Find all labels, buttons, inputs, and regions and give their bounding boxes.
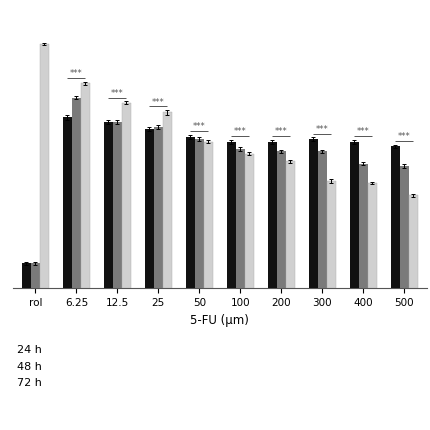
Bar <box>122 103 131 288</box>
Text: 48 h: 48 h <box>17 361 42 371</box>
Text: ***: *** <box>111 89 123 98</box>
Bar <box>226 142 235 288</box>
Bar <box>113 123 122 288</box>
Text: ***: *** <box>193 122 205 131</box>
Bar <box>31 264 40 288</box>
Bar <box>203 142 212 288</box>
Bar <box>276 152 285 288</box>
Bar <box>81 84 90 288</box>
Text: ***: *** <box>315 125 328 134</box>
Bar <box>358 164 367 288</box>
Bar <box>317 152 326 288</box>
Bar <box>399 166 408 288</box>
Bar <box>63 118 72 288</box>
Bar <box>104 123 113 288</box>
Bar <box>326 181 335 288</box>
Text: ***: *** <box>356 127 369 136</box>
Bar <box>185 138 194 288</box>
Bar <box>267 142 276 288</box>
Bar <box>40 45 49 288</box>
Bar <box>408 196 417 288</box>
Bar <box>349 142 358 288</box>
Bar <box>22 264 31 288</box>
Bar <box>163 113 172 288</box>
Bar <box>285 162 294 288</box>
Bar <box>367 184 376 288</box>
Text: ***: *** <box>70 69 83 78</box>
Bar <box>235 150 244 288</box>
Bar <box>308 140 317 288</box>
Text: ***: *** <box>152 97 164 106</box>
Text: ***: *** <box>233 127 246 136</box>
Text: 72 h: 72 h <box>17 378 42 387</box>
Text: ***: *** <box>274 127 287 136</box>
X-axis label: 5-FU (μm): 5-FU (μm) <box>190 313 249 326</box>
Bar <box>194 140 203 288</box>
Bar <box>390 147 399 288</box>
Bar <box>244 154 253 288</box>
Bar <box>72 98 81 288</box>
Text: 24 h: 24 h <box>17 344 42 354</box>
Bar <box>154 128 163 288</box>
Bar <box>144 130 154 288</box>
Text: ***: *** <box>397 132 410 141</box>
